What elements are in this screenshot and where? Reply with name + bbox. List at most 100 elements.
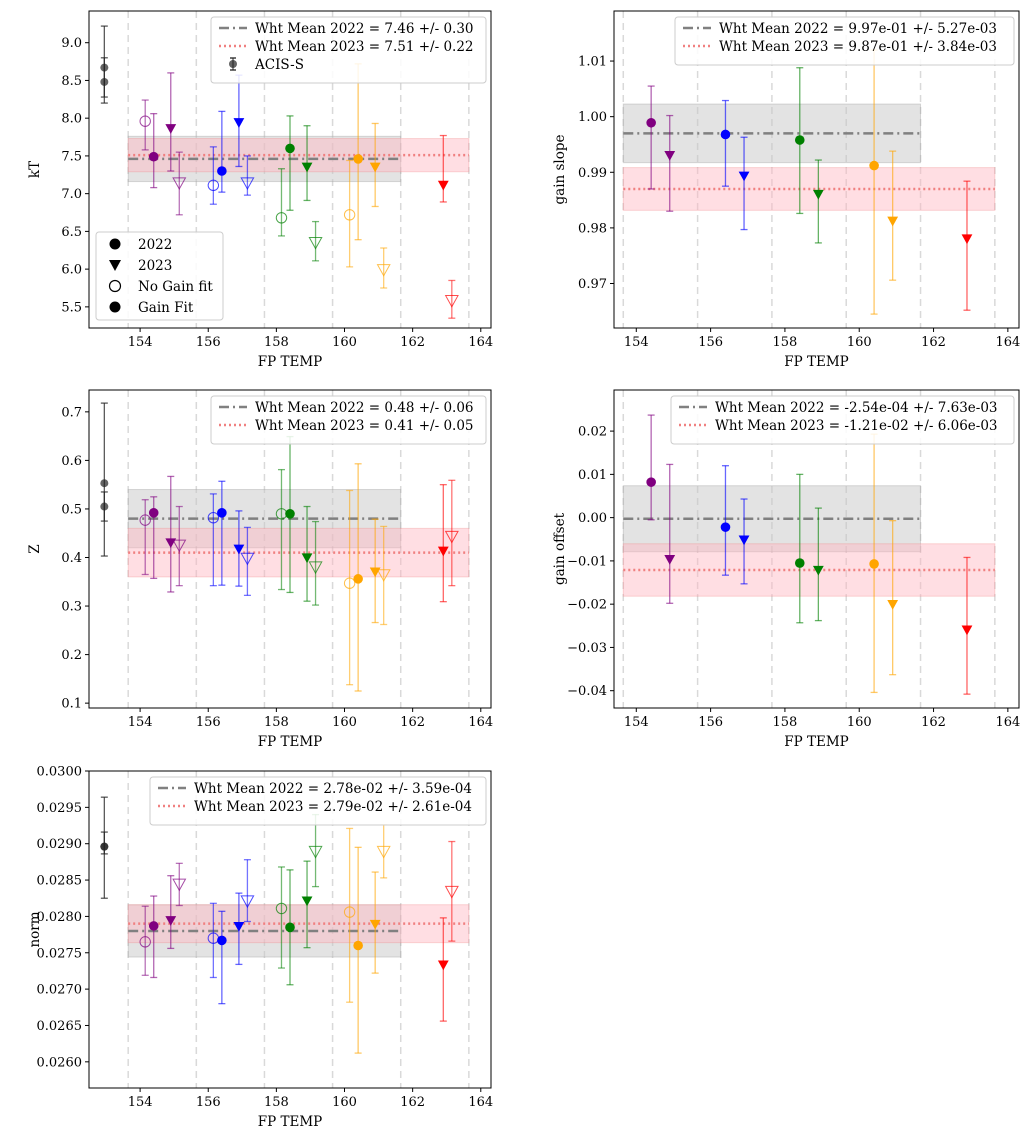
point-2022-no-gain-fit bbox=[207, 511, 220, 524]
point-2023-no-gain-fit bbox=[444, 530, 459, 544]
point-2023-gain-fit bbox=[961, 625, 973, 636]
marker-legend: 2022 2023 No Gain fit Gain Fit bbox=[95, 231, 224, 321]
x-tick-label: 156 bbox=[196, 715, 221, 730]
y-tick-label: 0.7 bbox=[61, 405, 82, 420]
x-tick-label: 164 bbox=[995, 335, 1020, 350]
y-tick-label: 0.0270 bbox=[37, 983, 83, 998]
axes-Z: 154 156 158 160 162 164 0.1 0.2 0.3 0.4 0.5 0.6 0.7 F… bbox=[27, 389, 493, 750]
y-axis-label: Z bbox=[27, 544, 43, 553]
y-tick-label: 5.5 bbox=[61, 300, 82, 315]
axes-frame bbox=[88, 389, 492, 709]
x-tick-label: 154 bbox=[624, 335, 649, 350]
x-tick-label: 162 bbox=[400, 335, 425, 350]
y-tick-label: 0.3 bbox=[61, 600, 82, 615]
x-tick-label: 162 bbox=[921, 335, 946, 350]
point-2023-no-gain-fit bbox=[240, 895, 255, 909]
y-tick-label: 0.00 bbox=[578, 511, 607, 526]
y-tick-label: 8.5 bbox=[61, 74, 82, 89]
x-tick-label: 156 bbox=[196, 335, 221, 350]
y-tick-label: 0.0290 bbox=[37, 837, 83, 852]
point-2023-gain-fit bbox=[961, 234, 973, 245]
x-tick-label: 156 bbox=[196, 1095, 221, 1110]
y-tick-label: 0.0260 bbox=[37, 1055, 83, 1070]
y-axis-label: gain slope bbox=[552, 134, 568, 204]
point-2022-no-gain-fit bbox=[343, 209, 356, 221]
point-2023-gain-fit bbox=[664, 555, 676, 565]
legend-entry: ACIS-S bbox=[254, 57, 304, 73]
x-tick-label: 160 bbox=[847, 335, 872, 350]
x-tick-label: 156 bbox=[698, 715, 723, 730]
point-2022-gain-fit bbox=[646, 477, 656, 487]
point-2022-gain-fit bbox=[148, 921, 159, 931]
x-tick-label: 164 bbox=[468, 335, 493, 350]
point-2022-gain-fit bbox=[217, 935, 227, 946]
y-tick-label: 9.0 bbox=[61, 36, 82, 51]
point-2022-gain-fit bbox=[148, 508, 159, 518]
x-tick-label: 154 bbox=[128, 335, 153, 350]
point-2022-gain-fit bbox=[353, 574, 363, 584]
legend-2023-marker bbox=[109, 260, 121, 271]
point-2022-no-gain-fit bbox=[343, 906, 356, 918]
y-tick-label: 7.5 bbox=[61, 149, 82, 164]
point-2022-gain-fit bbox=[217, 508, 227, 518]
acis-point bbox=[100, 77, 109, 86]
point-2023-no-gain-fit bbox=[444, 295, 459, 308]
axes-frame bbox=[613, 389, 1020, 709]
point-2022-gain-fit bbox=[869, 559, 879, 569]
point-2022-no-gain-fit bbox=[343, 577, 356, 589]
x-tick-label: 156 bbox=[698, 335, 723, 350]
point-2022-gain-fit bbox=[285, 922, 295, 933]
axes-frame bbox=[88, 10, 492, 329]
legend-entry: Wht Mean 2022 = 7.46 +/- 0.30 bbox=[255, 21, 474, 37]
legend-box bbox=[670, 395, 1015, 445]
x-tick-label: 162 bbox=[921, 715, 946, 730]
x-tick-label: 164 bbox=[995, 715, 1020, 730]
point-2023-gain-fit bbox=[233, 118, 245, 128]
y-tick-label: 0.4 bbox=[61, 551, 82, 566]
x-tick-label: 160 bbox=[847, 715, 872, 730]
x-axis-label: FP TEMP bbox=[258, 734, 323, 750]
point-2023-gain-fit bbox=[887, 600, 899, 610]
marker-legend-box bbox=[95, 231, 224, 321]
x-tick-label: 154 bbox=[624, 715, 649, 730]
point-2023-gain-fit bbox=[437, 546, 449, 557]
y-tick-label: 6.0 bbox=[61, 263, 82, 278]
point-2023-no-gain-fit bbox=[308, 845, 323, 859]
point-2023-gain-fit bbox=[369, 919, 381, 930]
axes-norm: 154 156 158 160 162 164 0.0260 0.0265 0.0270 0.02… bbox=[27, 765, 493, 1131]
y-tick-label: 0.02 bbox=[578, 425, 607, 440]
legend: Wht Mean 2022 = 0.48 +/- 0.06 Wht Mean 20… bbox=[210, 395, 487, 445]
x-tick-label: 154 bbox=[128, 715, 153, 730]
plot-area bbox=[100, 771, 470, 1088]
x-tick-label: 164 bbox=[468, 1095, 493, 1110]
y-tick-label: 0.6 bbox=[61, 454, 82, 469]
marker-legend-entry: 2023 bbox=[138, 258, 172, 274]
y-tick-label: 7.0 bbox=[61, 187, 82, 202]
point-2023-gain-fit bbox=[738, 171, 750, 182]
plot-area bbox=[100, 390, 470, 708]
x-tick-label: 158 bbox=[773, 715, 798, 730]
point-2022-no-gain-fit bbox=[275, 212, 288, 224]
acis-point bbox=[100, 502, 109, 511]
point-2023-gain-fit bbox=[301, 553, 313, 564]
point-2023-no-gain-fit bbox=[172, 177, 187, 191]
legend-acis-marker bbox=[229, 60, 237, 68]
y-tick-label: 0.0280 bbox=[37, 910, 83, 925]
x-tick-label: 158 bbox=[264, 335, 289, 350]
legend-entry: Wht Mean 2022 = 9.97e-01 +/- 5.27e-03 bbox=[719, 21, 997, 37]
point-2023-no-gain-fit bbox=[376, 569, 391, 582]
y-axis-label: norm bbox=[27, 911, 43, 947]
legend-entry: Wht Mean 2022 = 2.78e-02 +/- 3.59e-04 bbox=[194, 781, 472, 797]
point-2023-gain-fit bbox=[301, 162, 313, 173]
legend-entry: Wht Mean 2023 = 9.87e-01 +/- 3.84e-03 bbox=[719, 39, 997, 55]
point-2023-gain-fit bbox=[165, 124, 177, 134]
x-tick-label: 160 bbox=[332, 715, 357, 730]
point-2023-no-gain-fit bbox=[376, 845, 391, 859]
point-2022-gain-fit bbox=[353, 154, 363, 164]
point-2023-no-gain-fit bbox=[240, 177, 255, 191]
legend-entry: Wht Mean 2022 = -2.54e-04 +/- 7.63e-03 bbox=[715, 400, 998, 416]
y-tick-label: 0.0300 bbox=[37, 765, 83, 780]
x-tick-label: 158 bbox=[773, 335, 798, 350]
legend: Wht Mean 2022 = 9.97e-01 +/- 5.27e-03 Wht… bbox=[674, 16, 1015, 66]
